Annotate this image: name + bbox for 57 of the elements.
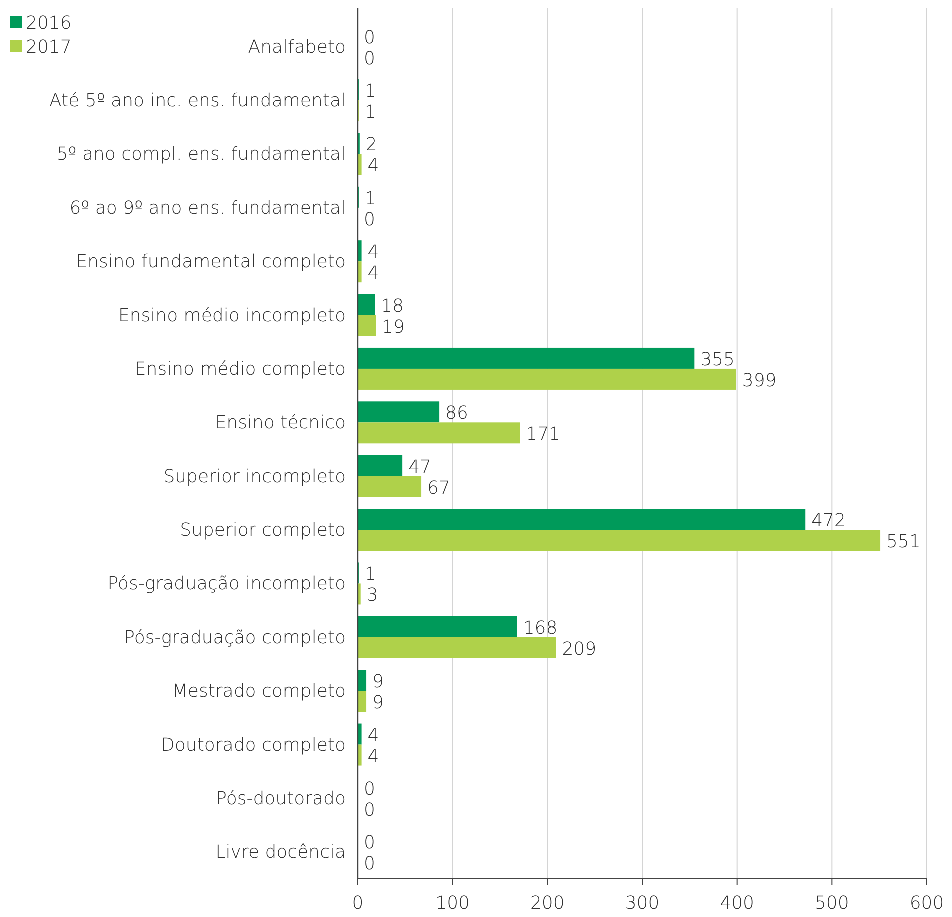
data-label: 3 (366, 585, 378, 606)
x-tick-label: 200 (530, 893, 565, 914)
data-label: 209 (562, 638, 597, 660)
data-label: 0 (364, 27, 376, 48)
data-label: 0 (364, 832, 376, 854)
data-label: 551 (886, 532, 921, 553)
data-label: 1 (364, 102, 376, 124)
y-tick-label: Mestrado completo (172, 681, 346, 702)
x-tick-label: 600 (910, 893, 944, 914)
data-label: 47 (408, 456, 432, 478)
data-label: 472 (812, 510, 846, 532)
x-tick-label: 300 (625, 893, 660, 914)
y-tick-label: Ensino médio incompleto (118, 305, 346, 326)
data-label: 4 (368, 156, 380, 177)
y-tick-label: Pós-graduação incompleto (108, 574, 346, 595)
legend-label: 2017 (26, 37, 72, 58)
data-label: 18 (381, 296, 404, 317)
x-tick-label: 0 (352, 893, 364, 914)
data-label: 9 (372, 672, 384, 693)
y-tick-label: Superior incompleto (164, 466, 346, 488)
y-tick-label: 5º ano compl. ens. fundamental (56, 144, 346, 166)
data-label: 19 (382, 316, 405, 338)
x-tick-label: 100 (436, 893, 470, 914)
y-tick-label: Ensino fundamental completo (76, 252, 346, 273)
data-label: 2 (366, 134, 378, 156)
data-label: 4 (368, 263, 380, 284)
y-tick-label: Ensino técnico (215, 412, 346, 434)
data-label: 399 (742, 370, 777, 392)
legend-label: 2016 (26, 13, 72, 34)
data-label: 171 (526, 424, 561, 446)
data-label: 0 (364, 778, 376, 800)
y-tick-label: Até 5º ano inc. ens. fundamental (50, 90, 346, 112)
data-label: 9 (372, 692, 384, 714)
y-tick-label: Livre docência (216, 842, 346, 864)
y-tick-label: Pós-doutorado (216, 788, 346, 810)
data-label: 86 (446, 403, 468, 424)
data-label: 4 (368, 725, 380, 746)
data-label: 1 (364, 188, 376, 210)
data-label: 355 (700, 349, 736, 370)
y-tick-label: Pós-graduação completo (124, 627, 346, 648)
data-label: 168 (523, 618, 558, 639)
y-tick-label: Analfabeto (248, 36, 346, 58)
x-tick-label: 400 (720, 893, 755, 914)
y-tick-label: Superior completo (180, 520, 346, 542)
data-label: 1 (364, 564, 376, 586)
y-tick-label: Ensino médio completo (134, 358, 346, 380)
data-label: 0 (364, 209, 376, 230)
data-label: 1 (364, 81, 376, 102)
data-label: 0 (364, 854, 376, 875)
data-label: 0 (364, 48, 376, 70)
data-label: 0 (364, 800, 376, 821)
y-tick-label: Doutorado completo (161, 734, 346, 756)
y-tick-label: 6º ao 9º ano ens. fundamental (70, 198, 346, 219)
data-label: 4 (368, 746, 380, 768)
data-label: 4 (368, 242, 380, 264)
x-tick-label: 500 (814, 893, 850, 914)
data-label: 67 (428, 478, 450, 499)
